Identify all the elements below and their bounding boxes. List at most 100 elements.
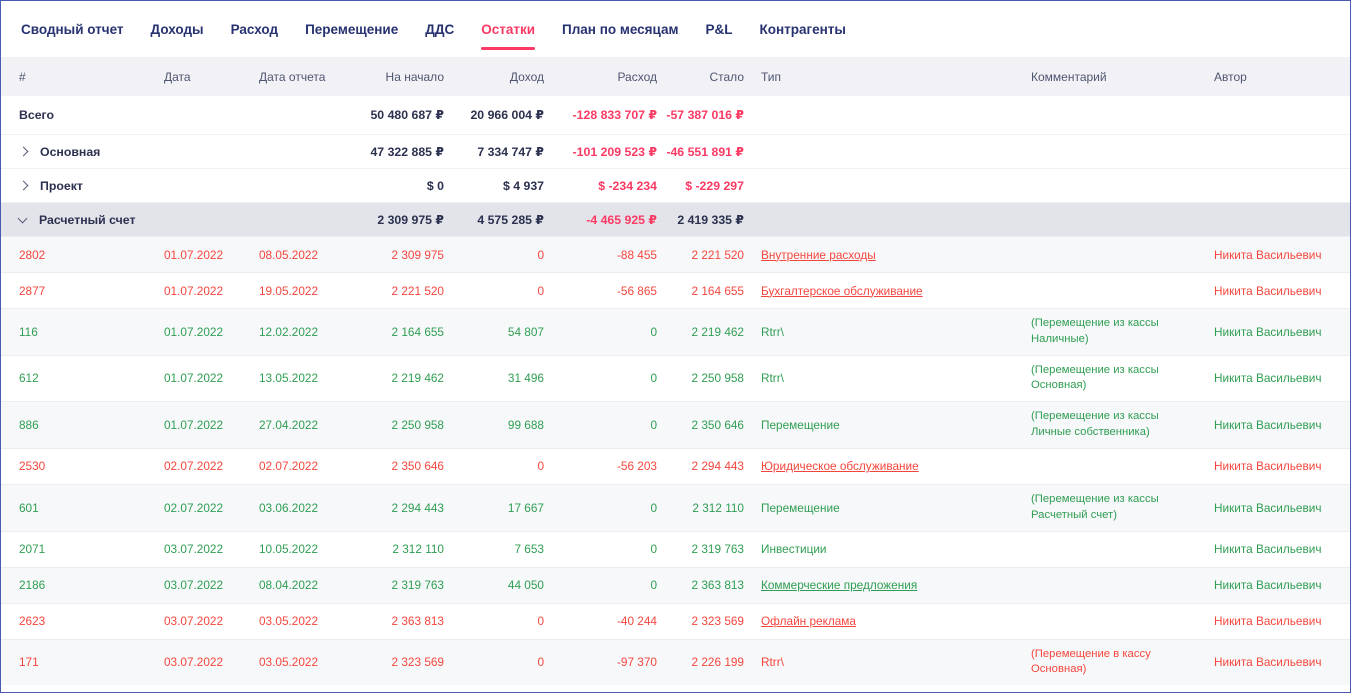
cell-start: 2 309 975 ₽ (377, 212, 444, 227)
cell-income: 17 667 (507, 500, 544, 515)
cell-start: 2 164 655 (391, 324, 444, 339)
col-header-income: Доход (509, 70, 544, 84)
table-row[interactable]: 171 03.07.2022 03.05.2022 2 323 569 0 -9… (1, 638, 1350, 686)
table-row[interactable]: 2877 01.07.2022 19.05.2022 2 221 520 0 -… (1, 272, 1350, 308)
cell-author: Никита Васильевич (1214, 614, 1322, 628)
col-header-type: Тип (761, 70, 782, 84)
cell-author: Никита Васильевич (1214, 247, 1322, 262)
cell-report-date: 03.05.2022 (259, 655, 319, 670)
cell-author: Никита Васильевич (1214, 500, 1322, 515)
cell-start: 2 363 813 (391, 614, 444, 628)
summary-row-osnovnaya[interactable]: Основная 47 322 885 ₽ 7 334 747 ₽ -101 2… (1, 134, 1350, 168)
type-link[interactable]: Перемещение (761, 500, 840, 515)
cell-date: 01.07.2022 (164, 247, 224, 262)
col-header-report-date: Дата отчета (259, 70, 326, 84)
cell-expense: 0 (650, 542, 657, 556)
type-link[interactable]: Юридическое обслуживание (761, 459, 919, 474)
cell-expense: -88 455 (616, 247, 657, 262)
table-row[interactable]: 116 01.07.2022 12.02.2022 2 164 655 54 8… (1, 308, 1350, 355)
type-link[interactable]: Внутренние расходы (761, 247, 876, 262)
summary-row-raschetny-schet[interactable]: Расчетный счет 2 309 975 ₽ 4 575 285 ₽ -… (1, 202, 1350, 236)
cell-expense: -56 203 (616, 459, 657, 474)
tab-pl[interactable]: P&L (705, 21, 733, 37)
tab-expense[interactable]: Расход (230, 21, 279, 37)
cell-income: 7 653 (514, 542, 544, 556)
cell-income: 44 050 (507, 578, 544, 592)
col-header-expense: Расход (617, 70, 657, 84)
table-row[interactable]: 2623 03.07.2022 03.05.2022 2 363 813 0 -… (1, 602, 1350, 639)
table-row[interactable]: 2530 02.07.2022 02.07.2022 2 350 646 0 -… (1, 447, 1350, 484)
cell-result: 2 250 958 (691, 371, 744, 386)
chevron-right-icon[interactable] (18, 180, 29, 191)
cell-income: 99 688 (507, 418, 544, 433)
cell-num: 612 (19, 371, 39, 386)
summary-row-project[interactable]: Проект $ 0 $ 4 937 $ -234 234 $ -229 297 (1, 168, 1350, 202)
col-header-num: # (19, 70, 26, 84)
table-row[interactable]: 2186 03.07.2022 08.04.2022 2 319 763 44 … (1, 566, 1350, 603)
tab-counterparties[interactable]: Контрагенты (759, 21, 846, 37)
tab-transfer[interactable]: Перемещение (305, 21, 399, 37)
summary-label: Проект (40, 178, 83, 193)
cell-date: 03.07.2022 (164, 614, 224, 628)
cell-start: 2 294 443 (391, 500, 444, 515)
cell-expense: $ -234 234 (598, 178, 657, 193)
type-link[interactable]: Офлайн реклама (761, 614, 856, 628)
cell-report-date: 03.05.2022 (259, 614, 319, 628)
tab-dds[interactable]: ДДС (425, 21, 455, 37)
cell-author: Никита Васильевич (1214, 459, 1322, 474)
tab-summary-report[interactable]: Сводный отчет (21, 21, 124, 37)
tab-income[interactable]: Доходы (150, 21, 204, 37)
table-row[interactable]: 612 01.07.2022 13.05.2022 2 219 462 31 4… (1, 354, 1350, 402)
tab-monthly-plan[interactable]: План по месяцам (562, 21, 679, 37)
transactions-list: 2802 01.07.2022 08.05.2022 2 309 975 0 -… (1, 236, 1350, 686)
cell-income: 0 (537, 283, 544, 298)
cell-author: Никита Васильевич (1214, 655, 1322, 670)
cell-date: 03.07.2022 (164, 578, 224, 592)
cell-expense: -40 244 (616, 614, 657, 628)
cell-date: 03.07.2022 (164, 542, 224, 556)
cell-result: $ -229 297 (685, 178, 744, 193)
cell-start: 2 323 569 (391, 655, 444, 670)
cell-date: 01.07.2022 (164, 324, 224, 339)
cell-expense: 0 (650, 371, 657, 386)
chevron-down-icon[interactable] (17, 213, 28, 223)
table-row[interactable]: 601 02.07.2022 03.06.2022 2 294 443 17 6… (1, 483, 1350, 531)
tab-balances[interactable]: Остатки (481, 1, 535, 57)
summary-row-total: Всего 50 480 687 ₽ 20 966 004 ₽ -128 833… (1, 96, 1350, 134)
cell-num: 2071 (19, 542, 46, 556)
cell-report-date: 10.05.2022 (259, 542, 319, 556)
type-link[interactable]: Бухгалтерское обслуживание (761, 283, 923, 298)
type-link[interactable]: Rtrr\ (761, 371, 784, 386)
cell-expense: 0 (650, 418, 657, 433)
cell-start: 2 319 763 (391, 578, 444, 592)
table-row[interactable]: 2071 03.07.2022 10.05.2022 2 312 110 7 6… (1, 530, 1350, 567)
cell-author: Никита Васильевич (1214, 578, 1322, 592)
summary-label: Всего (19, 108, 55, 122)
cell-result: 2 221 520 (691, 247, 744, 262)
cell-report-date: 12.02.2022 (259, 324, 319, 339)
cell-author: Никита Васильевич (1214, 418, 1322, 433)
cell-result: -46 551 891 ₽ (666, 144, 744, 159)
type-link[interactable]: Инвестиции (761, 542, 827, 556)
type-link[interactable]: Перемещение (761, 418, 840, 433)
cell-result: 2 312 110 (692, 500, 744, 515)
cell-num: 2802 (19, 247, 46, 262)
cell-report-date: 08.05.2022 (259, 247, 319, 262)
table-row[interactable]: 886 01.07.2022 27.04.2022 2 250 958 99 6… (1, 401, 1350, 448)
cell-report-date: 19.05.2022 (259, 283, 319, 298)
cell-expense: 0 (650, 578, 657, 592)
cell-author: Никита Васильевич (1214, 542, 1322, 556)
table-row[interactable]: 2802 01.07.2022 08.05.2022 2 309 975 0 -… (1, 236, 1350, 272)
cell-result: 2 323 569 (691, 614, 744, 628)
cell-start: 2 350 646 (391, 459, 444, 474)
cell-start: 50 480 687 ₽ (370, 108, 444, 122)
type-link[interactable]: Коммерческие предложения (761, 578, 918, 592)
cell-result: 2 294 443 (691, 459, 744, 474)
cell-start: 2 312 110 (392, 542, 444, 556)
main-nav: Сводный отчет Доходы Расход Перемещение … (1, 1, 1350, 58)
type-link[interactable]: Rtrr\ (761, 655, 784, 670)
chevron-right-icon[interactable] (18, 146, 29, 157)
cell-expense: 0 (650, 324, 657, 339)
cell-income: 31 496 (507, 371, 544, 386)
type-link[interactable]: Rtrr\ (761, 324, 784, 339)
